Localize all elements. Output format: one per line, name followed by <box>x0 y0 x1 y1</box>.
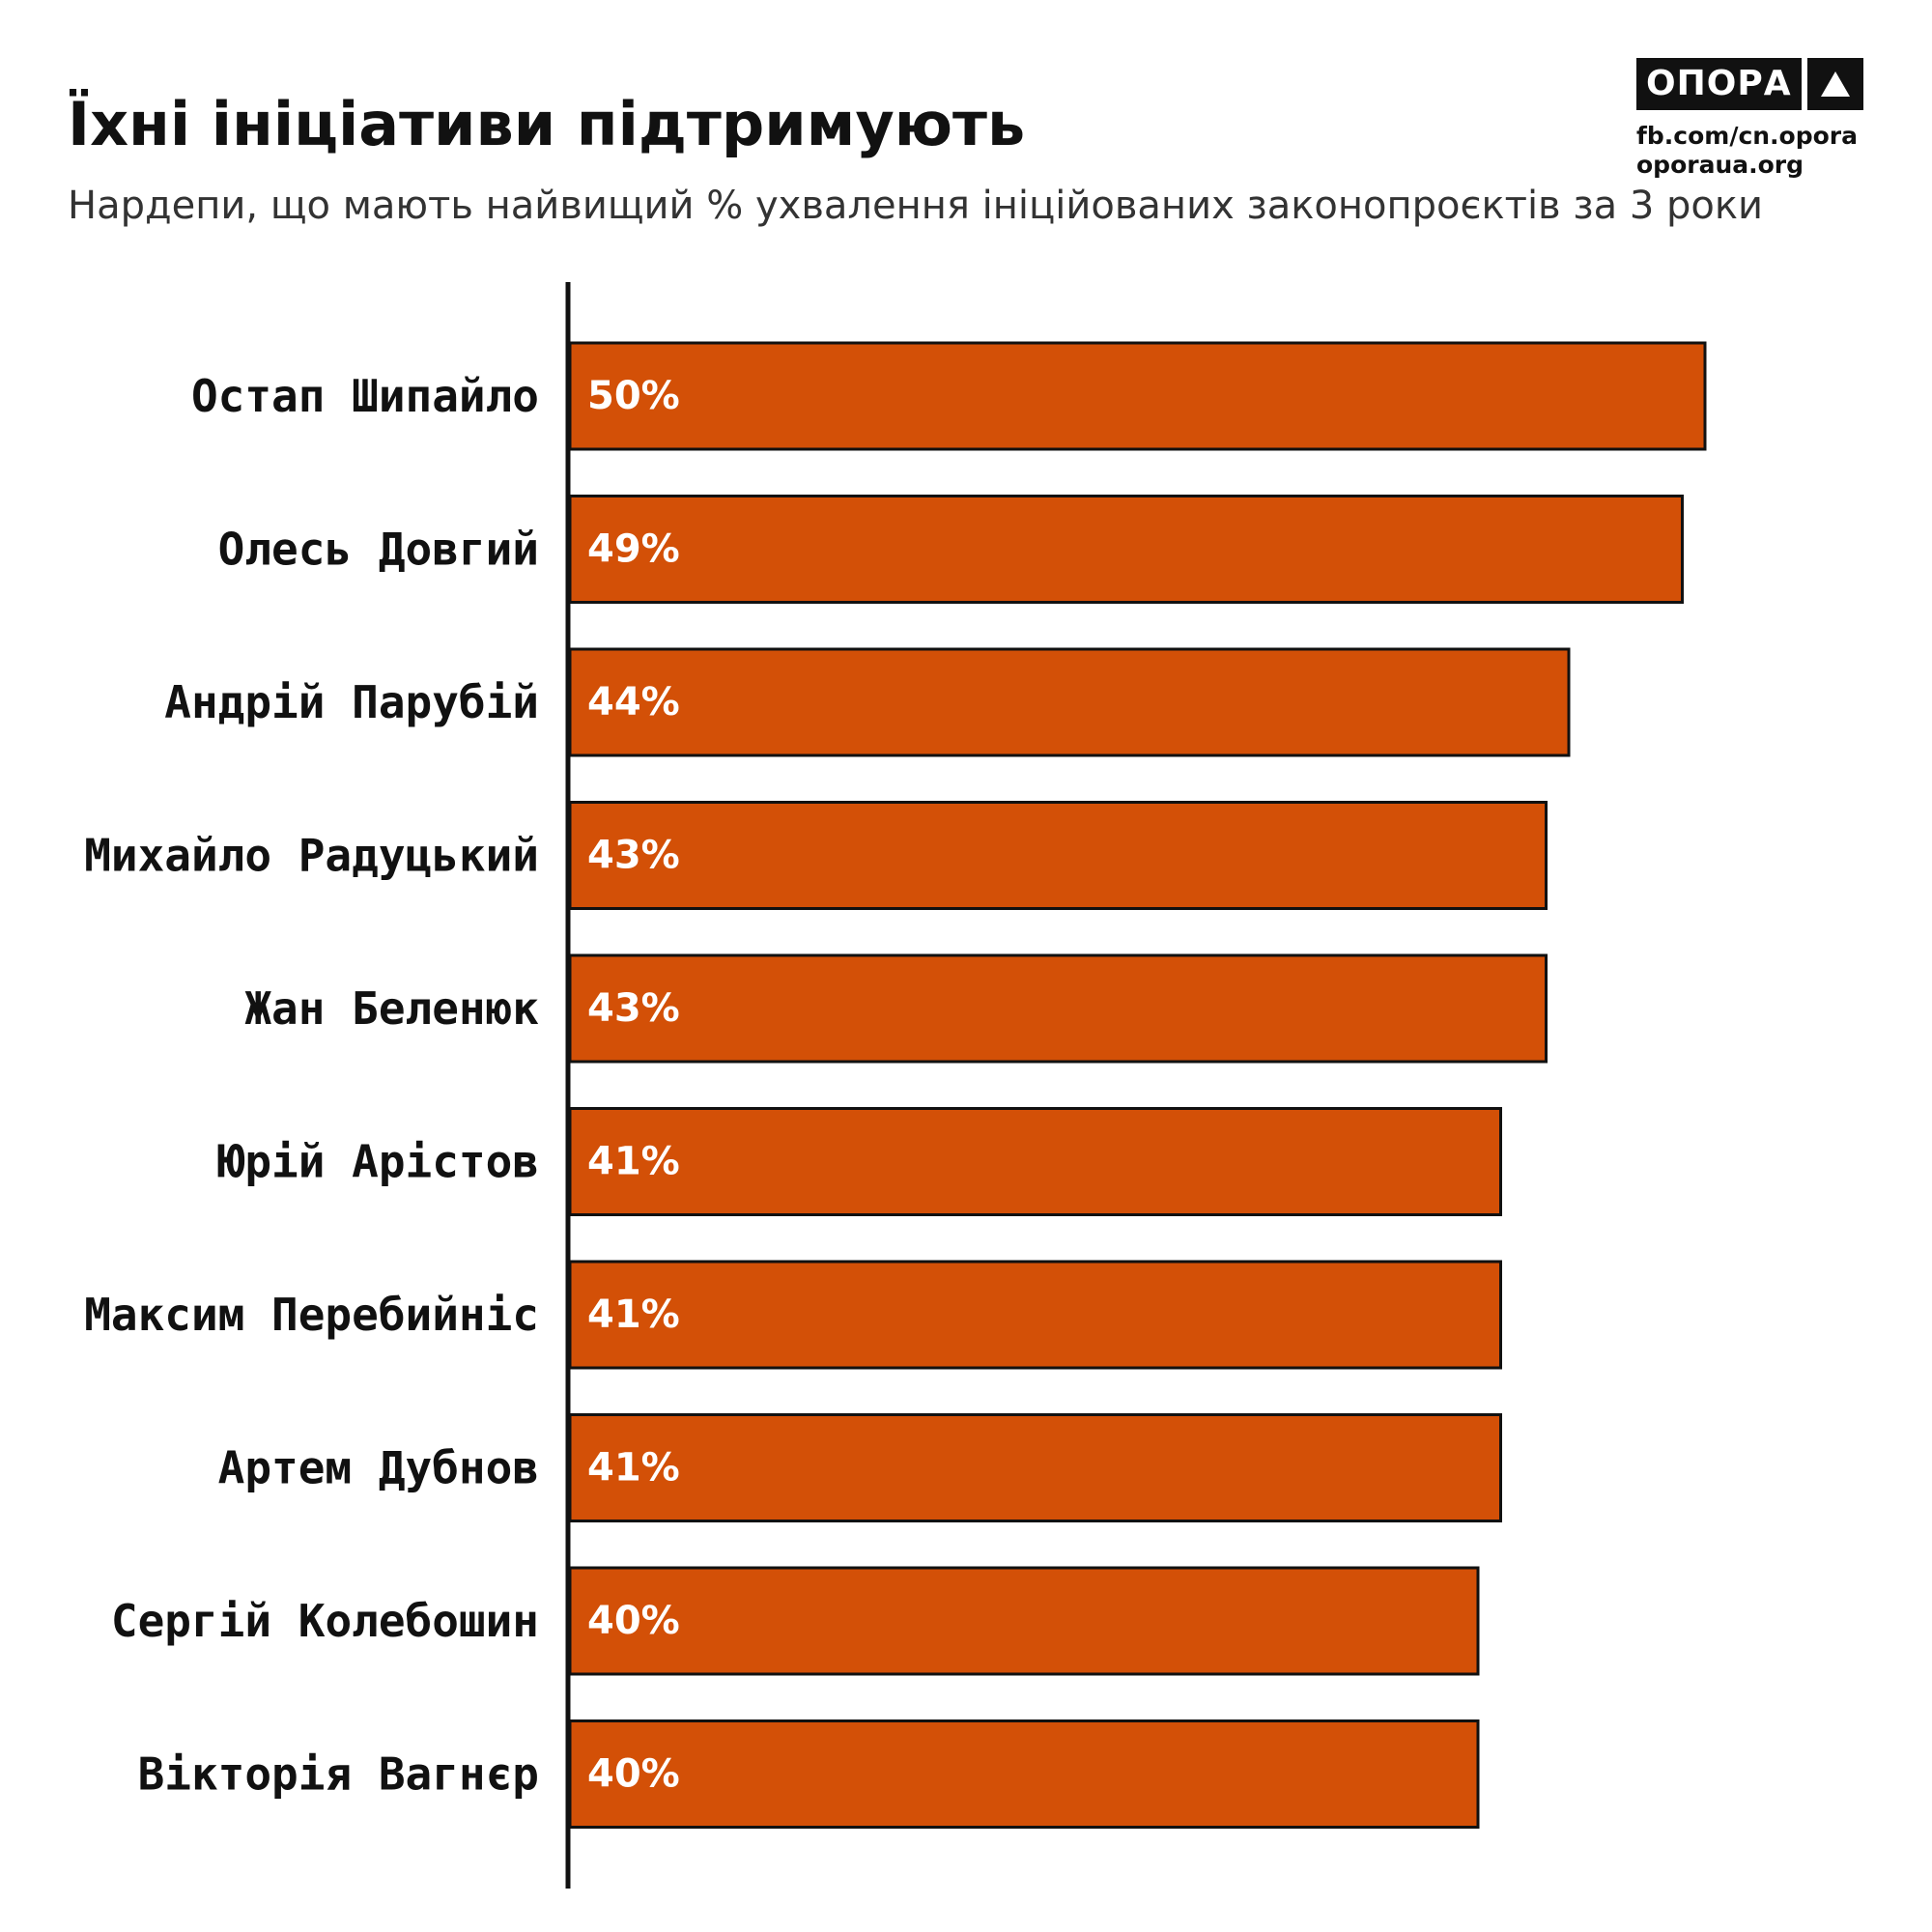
value-label-6: 41% <box>587 1140 680 1184</box>
triangle-icon <box>1806 58 1863 110</box>
category-label-9: Сергій Колебошин <box>111 1595 539 1647</box>
category-label-4: Михайло Радуцький <box>84 830 539 882</box>
value-label-1: 50% <box>587 374 680 418</box>
value-label-4: 43% <box>587 834 680 878</box>
value-label-5: 43% <box>587 986 680 1031</box>
category-label-5: Жан Беленюк <box>244 982 539 1035</box>
opora-logo: ОПОРА <box>1636 58 1868 110</box>
value-label-3: 44% <box>587 680 680 724</box>
opora-logo-block: ОПОРА fb.com/cn.opora oporaua.org <box>1636 58 1868 180</box>
bar-7 <box>568 1260 1502 1370</box>
website-link[interactable]: oporaua.org <box>1636 151 1804 179</box>
bar-3 <box>568 647 1571 757</box>
category-label-8: Артем Дубнов <box>218 1442 539 1494</box>
value-label-7: 41% <box>587 1293 680 1337</box>
bar-2 <box>568 495 1684 604</box>
value-label-9: 40% <box>587 1599 680 1643</box>
chart-subtitle: Нардепи, що мають найвищий % ухвалення і… <box>68 184 1764 228</box>
bar-4 <box>568 801 1548 910</box>
logo-name: ОПОРА <box>1636 58 1802 110</box>
bar-1 <box>568 341 1707 451</box>
bar-5 <box>568 953 1548 1064</box>
bar-10 <box>568 1719 1480 1829</box>
category-label-3: Андрій Парубій <box>164 676 539 728</box>
value-label-8: 41% <box>587 1446 680 1491</box>
category-label-2: Олесь Довгий <box>218 524 539 576</box>
facebook-link[interactable]: fb.com/cn.opora <box>1636 122 1859 150</box>
bar-9 <box>568 1566 1480 1676</box>
chart-title: Їхні ініціативи підтримують <box>68 89 1026 159</box>
value-label-2: 49% <box>587 527 680 572</box>
category-label-7: Максим Перебийніс <box>84 1289 539 1341</box>
category-label-10: Вікторія Вагнєр <box>138 1748 539 1801</box>
category-label-1: Остап Шипайло <box>191 370 539 422</box>
bar-8 <box>568 1413 1502 1522</box>
bar-6 <box>568 1107 1502 1216</box>
value-label-10: 40% <box>587 1752 680 1797</box>
category-label-6: Юрій Арістов <box>218 1136 539 1188</box>
